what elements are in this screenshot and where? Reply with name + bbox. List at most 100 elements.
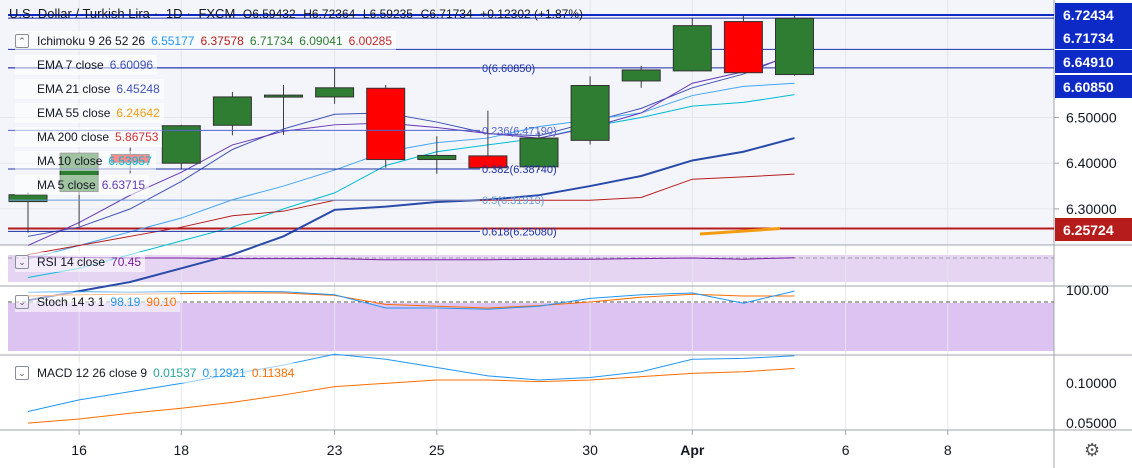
price-badge-label: 6.71734 xyxy=(1063,30,1114,46)
macd-legend[interactable]: ⌄ MACD 12 26 close 9 0.01537 0.12921 0.1… xyxy=(15,363,299,383)
indicator-legend-row[interactable]: MA 200 close 5.86753 xyxy=(15,127,163,147)
stoch-k-value: 98.19 xyxy=(110,295,141,309)
overlay-line xyxy=(27,94,795,278)
candle-body xyxy=(570,85,610,141)
candle-body xyxy=(468,155,508,169)
indicator-legend-row[interactable]: MA 5 close 6.63715 xyxy=(15,175,150,195)
candle-body xyxy=(315,87,355,98)
indicator-value: 6.24642 xyxy=(116,106,160,120)
chart-header: U.S. Dollar / Turkish Lira · 1D · FXCM O6.… xyxy=(9,6,584,21)
macd-signal-value: 0.11384 xyxy=(251,366,295,380)
stoch-legend[interactable]: ⌄ Stoch 14 3 1 98.19 90.10 xyxy=(15,292,181,312)
fib-level-label: 0.236(6.47190) xyxy=(482,125,557,137)
ohlc-close: C6.71734 xyxy=(420,7,473,21)
indicator-value: 6.63715 xyxy=(101,178,146,192)
price-tick-label: 6.30000 xyxy=(1066,201,1117,217)
candle[interactable] xyxy=(264,85,303,135)
ohlc-change: +0.12302 (+1.87%) xyxy=(480,7,584,21)
fib-level-label: 0.618(6.25080) xyxy=(482,226,557,238)
candle[interactable] xyxy=(366,85,406,168)
indicator-value: 6.55177 xyxy=(151,34,195,48)
indicator-value: 6.37578 xyxy=(200,34,244,48)
overlay-line xyxy=(699,227,781,236)
time-tick-label: 8 xyxy=(944,442,952,458)
indicator-legend-row[interactable]: EMA 55 close 6.24642 xyxy=(15,103,164,123)
stoch-tick-label: 100.00 xyxy=(1066,282,1109,298)
collapse-icon[interactable]: ⌄ xyxy=(15,255,29,269)
time-tick-label: 30 xyxy=(582,442,598,458)
collapse-icon[interactable]: ⌃ xyxy=(15,34,29,48)
candle[interactable] xyxy=(672,18,712,72)
interval[interactable]: 1D xyxy=(165,6,183,21)
candle[interactable] xyxy=(468,110,508,169)
indicator-name: MA 5 close xyxy=(37,178,96,192)
macd-line xyxy=(27,353,795,413)
price-badge-bg xyxy=(1055,3,1132,26)
candle[interactable] xyxy=(212,91,252,136)
rsi-value: 70.45 xyxy=(111,255,142,269)
candle-body xyxy=(417,154,457,161)
time-tick-label: 16 xyxy=(71,442,87,458)
indicator-value: 5.86753 xyxy=(115,130,159,144)
indicator-name: EMA 21 close xyxy=(37,82,111,96)
candle-body xyxy=(161,125,201,164)
indicator-value: 6.53957 xyxy=(108,154,152,168)
candle-body xyxy=(366,87,406,161)
price-badge-bg xyxy=(1055,218,1132,241)
ohlc-low: L6.59235 xyxy=(362,7,413,21)
time-tick-label: 25 xyxy=(429,442,445,458)
stoch-d-value: 90.10 xyxy=(146,295,177,309)
price-badge-label: 6.25724 xyxy=(1063,222,1114,238)
price-tick-label: 6.40000 xyxy=(1066,155,1117,171)
candle-body xyxy=(621,69,661,82)
stoch-label: Stoch 14 3 1 xyxy=(37,295,105,309)
candle[interactable] xyxy=(621,65,661,88)
indicator-legend-row[interactable]: EMA 7 close 6.60096 xyxy=(15,55,158,75)
settings-gear-icon[interactable]: ⚙ xyxy=(1084,440,1101,460)
rsi-legend[interactable]: ⌄ RSI 14 close 70.45 xyxy=(15,252,146,272)
collapse-icon[interactable]: ⌄ xyxy=(15,366,29,380)
candle-body xyxy=(212,96,252,126)
candle[interactable] xyxy=(723,15,763,74)
rsi-line xyxy=(27,256,795,261)
indicator-name: MA 10 close xyxy=(37,154,103,168)
candle[interactable] xyxy=(315,68,355,104)
indicator-value: 6.45248 xyxy=(116,82,160,96)
indicator-legend-row[interactable]: EMA 21 close 6.45248 xyxy=(15,79,164,99)
candle[interactable] xyxy=(417,136,457,174)
time-tick-label: 18 xyxy=(174,442,190,458)
candle-body xyxy=(723,21,763,74)
time-tick-label: Apr xyxy=(680,442,705,458)
stoch-band xyxy=(8,303,1054,351)
fib-level-label: 0(6.60850) xyxy=(482,63,535,75)
macd-signal-line xyxy=(27,368,795,424)
candle[interactable] xyxy=(775,15,814,76)
indicator-legend-row[interactable]: ⌃ Ichimoku 9 26 52 26 6.55177 6.37578 6.7173… xyxy=(15,31,397,51)
macd-label: MACD 12 26 close 9 xyxy=(37,366,148,380)
axes: 6.50000 6.40000 6.30000 6.72434 6.71734 6.649… xyxy=(71,3,1132,458)
candle[interactable] xyxy=(161,124,201,169)
indicator-value: 6.09041 xyxy=(299,34,343,48)
ohlc-high: H6.72364 xyxy=(303,7,356,21)
candle[interactable] xyxy=(570,76,610,145)
indicator-name: EMA 55 close xyxy=(37,106,111,120)
time-tick-label: 23 xyxy=(327,442,343,458)
fib-level-label: 0.5(6.31910) xyxy=(482,195,544,207)
data-source: FXCM xyxy=(198,6,236,21)
candle-body xyxy=(775,17,814,76)
indicator-overlays xyxy=(27,53,795,302)
overlay-line xyxy=(27,137,795,302)
macd-hist-value: 0.01537 xyxy=(153,366,197,380)
indicator-name: EMA 7 close xyxy=(37,58,104,72)
indicator-value: 6.60096 xyxy=(109,58,154,72)
indicator-name: Ichimoku 9 26 52 26 xyxy=(37,34,146,48)
time-tick-label: 6 xyxy=(842,442,850,458)
macd-value: 0.12921 xyxy=(202,366,246,380)
candle[interactable] xyxy=(519,131,559,171)
collapse-icon[interactable]: ⌄ xyxy=(15,295,29,309)
candle-body xyxy=(519,137,559,168)
price-badge: 6.71734 xyxy=(1055,26,1132,49)
candle-body xyxy=(264,94,303,98)
indicator-legend-row[interactable]: MA 10 close 6.53957 xyxy=(15,151,156,171)
